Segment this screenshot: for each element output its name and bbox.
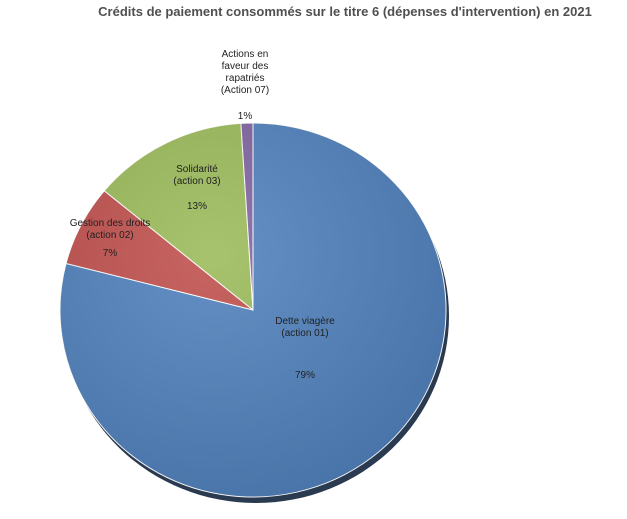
value-label: 13%	[186, 201, 207, 212]
slice-label: Actions en faveur des rapatriés (Action …	[220, 49, 270, 96]
chart-title: Crédits de paiement consommés sur le tit…	[98, 4, 592, 19]
value-label: 1%	[237, 111, 253, 122]
slice-label: Solidarité (action 03)	[173, 164, 221, 187]
value-label: 7%	[102, 248, 118, 259]
value-label: 79%	[294, 370, 315, 381]
slice-label: Gestion des droits (action 02)	[69, 218, 151, 241]
slice-label: Dette viagère (action 01)	[275, 316, 335, 339]
